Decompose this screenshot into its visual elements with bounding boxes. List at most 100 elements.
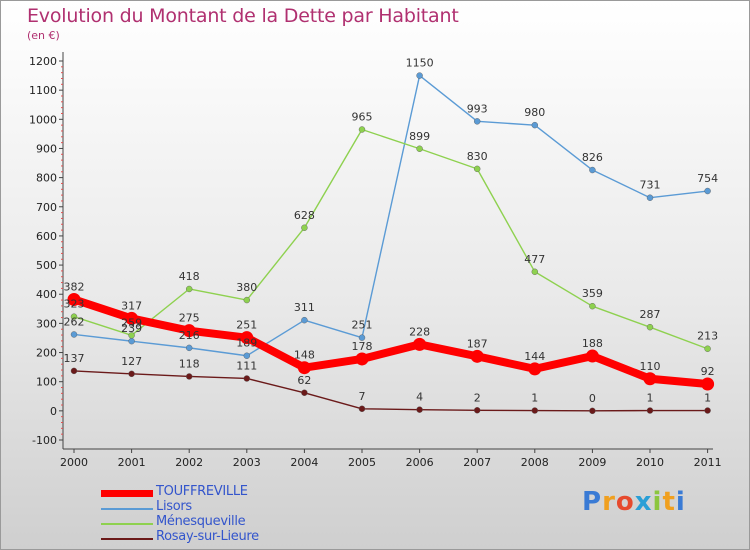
y-tick-label: 200 (36, 347, 57, 360)
data-point-lisors (704, 187, 711, 195)
data-point-rosay-sur-lieure (474, 407, 481, 414)
data-point-touffreville (701, 377, 715, 391)
data-label-menesqueville: 965 (352, 111, 373, 124)
data-label-rosay-sur-lieure: 7 (359, 390, 366, 403)
data-label-rosay-sur-lieure: 111 (236, 359, 257, 372)
data-point-touffreville (355, 352, 369, 366)
y-tick-label: 300 (36, 317, 57, 330)
data-label-rosay-sur-lieure: 4 (416, 391, 423, 404)
chart-title: Evolution du Montant de la Dette par Hab… (27, 5, 459, 27)
data-point-lisors (589, 166, 596, 174)
data-point-lisors (358, 334, 366, 341)
data-label-rosay-sur-lieure: 1 (704, 392, 711, 405)
legend-label: Ménesqueville (156, 514, 246, 529)
data-label-lisors: 239 (121, 322, 142, 335)
data-point-rosay-sur-lieure (589, 407, 596, 415)
data-point-touffreville (413, 337, 427, 351)
data-point-lisors (416, 72, 423, 79)
data-label-menesqueville: 323 (64, 298, 85, 311)
data-label-menesqueville: 380 (236, 281, 257, 294)
data-point-menesqueville (70, 313, 78, 320)
proxiti-logo: Proxiti (582, 487, 686, 517)
data-label-touffreville: 188 (582, 337, 603, 350)
data-point-rosay-sur-lieure (243, 375, 251, 382)
data-label-rosay-sur-lieure: 0 (589, 392, 596, 405)
data-point-menesqueville (531, 268, 538, 275)
data-label-lisors: 251 (352, 319, 373, 332)
y-tick-label: 800 (36, 172, 57, 185)
data-point-lisors (474, 118, 481, 125)
data-point-rosay-sur-lieure (358, 405, 366, 413)
series-line-rosay-sur-lieure (73, 370, 709, 412)
data-label-lisors: 731 (640, 179, 661, 192)
x-tick-label: 2011 (694, 456, 722, 469)
y-tick-label: 700 (36, 201, 57, 214)
data-point-touffreville (643, 372, 657, 386)
data-point-menesqueville (301, 224, 308, 231)
legend-swatch (101, 523, 153, 525)
x-tick-label: 2001 (118, 456, 146, 469)
data-point-touffreville (470, 349, 484, 363)
data-label-rosay-sur-lieure: 1 (647, 392, 654, 405)
series-line-touffreville (70, 295, 712, 389)
data-label-menesqueville: 418 (179, 270, 200, 283)
y-tick-label: 500 (36, 259, 57, 272)
data-point-menesqueville (243, 296, 251, 304)
data-point-lisors (646, 194, 654, 201)
data-label-touffreville: 178 (352, 340, 373, 353)
data-point-rosay-sur-lieure (185, 373, 193, 380)
x-tick-label: 2005 (348, 456, 376, 469)
data-point-lisors (301, 316, 308, 324)
data-label-menesqueville: 213 (697, 330, 718, 343)
data-point-lisors (531, 121, 538, 129)
data-label-touffreville: 110 (640, 360, 661, 373)
data-point-rosay-sur-lieure (531, 407, 538, 414)
data-point-rosay-sur-lieure (70, 367, 78, 375)
y-tick-label: 600 (36, 230, 57, 243)
data-label-lisors: 216 (179, 329, 200, 342)
x-tick-label: 2008 (521, 456, 549, 469)
data-point-menesqueville (416, 145, 423, 152)
data-label-lisors: 754 (697, 172, 718, 185)
data-point-touffreville (585, 349, 599, 363)
data-label-touffreville: 251 (236, 319, 257, 332)
data-label-lisors: 262 (64, 315, 85, 328)
data-label-menesqueville: 628 (294, 209, 315, 222)
data-label-lisors: 980 (524, 106, 545, 119)
data-point-rosay-sur-lieure (646, 407, 654, 414)
x-tick-label: 2000 (60, 456, 88, 469)
legend-swatch (101, 538, 153, 540)
data-point-touffreville (297, 361, 311, 375)
data-point-touffreville (240, 331, 254, 345)
logo-letter: t (662, 487, 676, 517)
data-label-touffreville: 228 (409, 325, 430, 338)
legend-swatch (101, 490, 153, 497)
series-line-lisors (73, 74, 709, 357)
data-label-rosay-sur-lieure: 127 (121, 355, 142, 368)
data-point-touffreville (67, 292, 81, 306)
logo-letter: P (582, 487, 603, 517)
data-point-menesqueville (358, 126, 366, 133)
y-tick-label: 1000 (29, 113, 57, 126)
data-point-menesqueville (646, 323, 654, 331)
logo-letter: i (652, 487, 663, 517)
x-tick-label: 2003 (233, 456, 261, 469)
data-label-touffreville: 275 (179, 312, 200, 325)
data-point-menesqueville (704, 345, 711, 352)
x-tick-label: 2007 (463, 456, 491, 469)
logo-letter: r (602, 487, 616, 517)
data-point-lisors (185, 344, 193, 352)
data-label-menesqueville: 477 (524, 253, 545, 266)
legend-label: Lisors (156, 499, 192, 514)
x-tick-label: 2002 (175, 456, 203, 469)
data-label-lisors: 189 (236, 337, 257, 350)
x-tick-label: 2004 (290, 456, 318, 469)
data-label-touffreville: 148 (294, 349, 315, 362)
legend-label: TOUFFREVILLE (156, 484, 248, 499)
legend-label: Rosay-sur-Lieure (156, 529, 259, 544)
data-point-touffreville (125, 311, 139, 325)
data-label-touffreville: 187 (467, 337, 488, 350)
chart-subtitle: (en €) (27, 29, 60, 42)
data-label-touffreville: 317 (121, 299, 142, 312)
